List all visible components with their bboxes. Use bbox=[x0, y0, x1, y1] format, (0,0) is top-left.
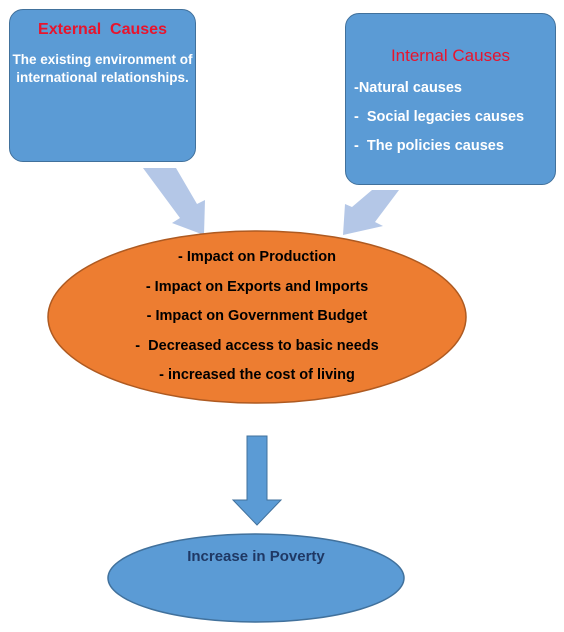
internal-causes-box: Internal Causes -Natural causes - Social… bbox=[345, 13, 556, 185]
external-causes-box: External Causes The existing environment… bbox=[9, 9, 196, 162]
external-arrow bbox=[143, 168, 205, 235]
impact-item: - Impact on Government Budget bbox=[146, 308, 368, 324]
impact-item: - Impact on Production bbox=[178, 249, 336, 265]
outcome-ellipse bbox=[107, 533, 405, 623]
external-causes-text: The existing environment of internationa… bbox=[12, 52, 193, 85]
impact-item: - Decreased access to basic needs bbox=[135, 337, 379, 354]
internal-causes-list: -Natural causes - Social legacies causes… bbox=[354, 74, 524, 161]
impact-item: - Impact on Exports and Imports bbox=[145, 278, 369, 295]
internal-cause-item: - Social legacies causes bbox=[354, 109, 525, 125]
down-arrow bbox=[231, 435, 283, 526]
outcome-label: Increase in Poverty bbox=[187, 548, 325, 565]
internal-arrow bbox=[343, 190, 399, 235]
internal-cause-item: -Natural causes bbox=[354, 80, 462, 96]
impacts-list: - Impact on Production - Impact on Expor… bbox=[48, 243, 466, 391]
internal-causes-title: Internal Causes bbox=[390, 46, 511, 65]
external-causes-title: External Causes bbox=[38, 21, 167, 38]
impact-item: - increased the cost of living bbox=[159, 367, 355, 383]
impacts-ellipse bbox=[47, 230, 467, 404]
internal-cause-item: - The policies causes bbox=[354, 138, 504, 154]
